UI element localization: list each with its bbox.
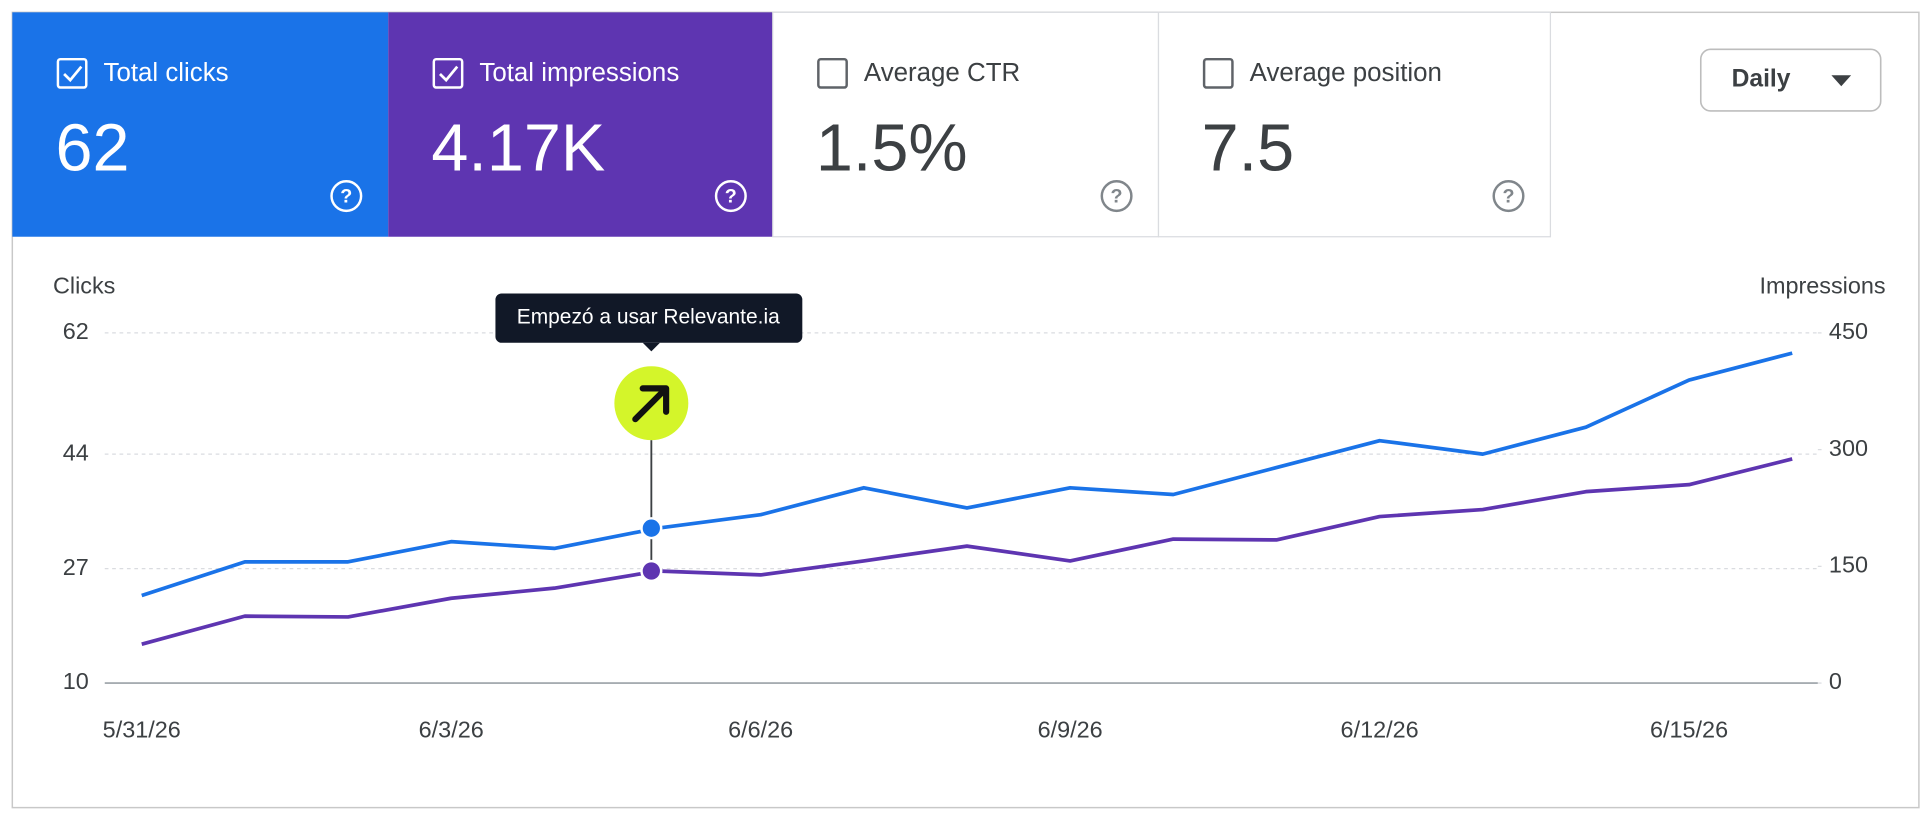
checkbox[interactable] (56, 57, 88, 89)
tooltip-pointer (642, 342, 660, 352)
x-tick-label: 6/15/26 (1650, 716, 1728, 742)
checkbox[interactable] (432, 57, 464, 89)
metric-card[interactable]: Average CTR 1.5%? (772, 11, 1160, 238)
x-tick-label: 6/3/26 (419, 716, 484, 742)
checkmark (439, 65, 459, 83)
checkbox[interactable] (1202, 57, 1234, 89)
help-icon[interactable] (330, 180, 363, 213)
card-label: Total impressions (479, 59, 679, 87)
y-tick-label: 62 (63, 318, 89, 344)
y2-tick-label: 150 (1829, 552, 1868, 578)
card-value: 4.17K (431, 111, 605, 185)
y2-tick-label: 300 (1829, 435, 1868, 461)
dropdown[interactable]: Daily (1699, 48, 1882, 112)
help-icon-q: ? (340, 185, 352, 207)
series-line (141, 351, 1793, 598)
dropdown-box[interactable] (1699, 48, 1882, 112)
card-bg[interactable] (12, 12, 389, 237)
help-icon-q: ? (1111, 185, 1123, 207)
help-icon[interactable] (714, 180, 747, 213)
card-bg[interactable] (1157, 11, 1552, 238)
dropdown-label[interactable]: Daily (1732, 66, 1791, 93)
card-label: Average CTR (864, 59, 1020, 87)
x-tick-label: 5/31/26 (103, 716, 181, 742)
series-line (141, 457, 1793, 646)
badge-arrow (632, 385, 670, 423)
card-label: Average position (1250, 59, 1442, 87)
card-value: 1.5% (816, 111, 968, 185)
y-tick-label: 10 (63, 668, 89, 694)
x-tick-label: 6/6/26 (728, 716, 793, 742)
y-axis-title: Clicks (53, 272, 115, 298)
metric-card[interactable]: Total impressions 4.17K? (388, 12, 773, 237)
card-value: 7.5 (1202, 111, 1294, 185)
y2-axis-title: Impressions (1759, 272, 1885, 298)
checkbox[interactable] (817, 57, 848, 89)
y2-tick-label: 450 (1829, 318, 1868, 344)
help-icon-q: ? (725, 185, 737, 207)
y-tick-label: 44 (63, 439, 89, 465)
x-tick-label: 6/12/26 (1341, 716, 1419, 742)
help-icon[interactable] (1100, 180, 1133, 213)
help-icon-q: ? (1502, 185, 1514, 207)
checkmark (63, 65, 83, 83)
dropdown-arrow (1831, 75, 1852, 87)
help-icon[interactable] (1492, 180, 1525, 213)
x-tick-label: 6/9/26 (1038, 716, 1103, 742)
card-value: 62 (55, 111, 129, 185)
metric-card[interactable]: Average position 7.5? (1157, 11, 1552, 238)
y2-tick-label: 0 (1829, 668, 1842, 694)
annotation-dot (640, 517, 663, 540)
annotation-dot (640, 559, 663, 583)
tooltip-box (495, 293, 803, 343)
tooltip-text: Empezó a usar Relevante.ia (517, 306, 780, 329)
y-tick-label: 27 (63, 554, 89, 580)
card-label: Total clicks (104, 59, 229, 87)
card-bg[interactable] (388, 12, 773, 237)
metric-card[interactable]: Total clicks 62? (12, 12, 389, 237)
card-bg[interactable] (772, 11, 1160, 238)
